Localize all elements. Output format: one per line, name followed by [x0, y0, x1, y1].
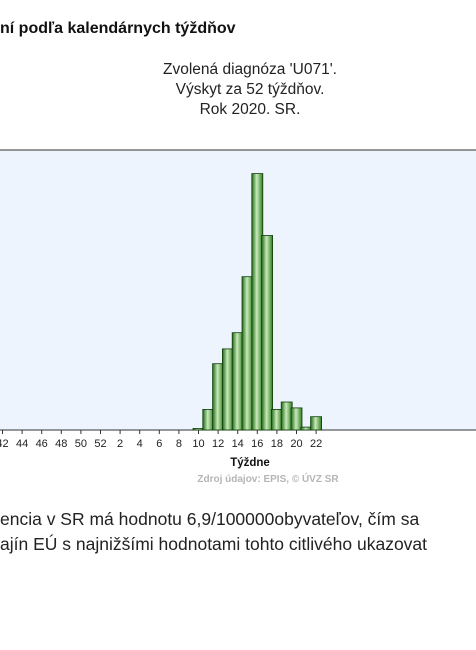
x-tick-label-12: 12	[212, 438, 224, 450]
bar-week-13	[221, 348, 234, 431]
x-tick-label-6: 6	[156, 438, 162, 450]
x-tick-label-42: 42	[0, 438, 9, 450]
chart-title-line-2: Výskyt za 52 týždňov.	[175, 81, 325, 98]
x-tick-label-48: 48	[55, 438, 67, 450]
chart-title-line-3: Rok 2020. SR.	[199, 101, 301, 118]
body-text: encia v SR má hodnotu 6,9/100000obyvateľ…	[0, 507, 427, 557]
x-tick-label-4: 4	[137, 438, 143, 450]
x-tick-label-22: 22	[310, 438, 322, 450]
x-tick-label-10: 10	[192, 438, 204, 450]
bar-week-22	[310, 416, 323, 431]
bar-week-20	[290, 407, 303, 431]
x-tick-label-18: 18	[271, 438, 283, 450]
x-tick-label-8: 8	[176, 438, 182, 450]
chart-title: Zvolená diagnóza 'U071'. Výskyt za 52 tý…	[95, 60, 405, 120]
chart-title-line-1: Zvolená diagnóza 'U071'.	[163, 61, 337, 78]
x-tick-label-44: 44	[16, 438, 28, 450]
page-heading: ní podľa kalendárnych týždňov	[0, 20, 236, 37]
body-text-line-2: ajín EÚ s najnižšími hodnotami tohto cit…	[0, 534, 428, 554]
bar-week-21	[300, 426, 313, 431]
x-tick-label-16: 16	[251, 438, 263, 450]
x-tick-label-46: 46	[36, 438, 48, 450]
bar-week-16	[251, 173, 264, 431]
bar-week-19	[280, 401, 293, 431]
x-tick-label-20: 20	[290, 438, 302, 450]
x-ticks-group: 424446485052246810121416182022	[0, 430, 322, 450]
x-tick-label-50: 50	[75, 438, 87, 450]
bar-week-10	[192, 428, 205, 431]
bar-week-17	[261, 235, 274, 431]
bar-week-18	[270, 408, 283, 431]
source-note: Zdroj údajov: EPIS, © ÚVZ SR	[197, 472, 339, 485]
bar-week-12	[212, 363, 225, 431]
body-text-line-1: encia v SR má hodnotu 6,9/100000obyvateľ…	[0, 509, 420, 529]
x-tick-label-2: 2	[117, 438, 123, 450]
x-tick-label-14: 14	[232, 438, 244, 450]
bar-week-15	[241, 276, 254, 431]
x-axis-title: Týždne	[230, 457, 270, 469]
bar-week-11	[202, 408, 215, 431]
bar-week-14	[231, 332, 244, 431]
x-tick-label-52: 52	[94, 438, 106, 450]
